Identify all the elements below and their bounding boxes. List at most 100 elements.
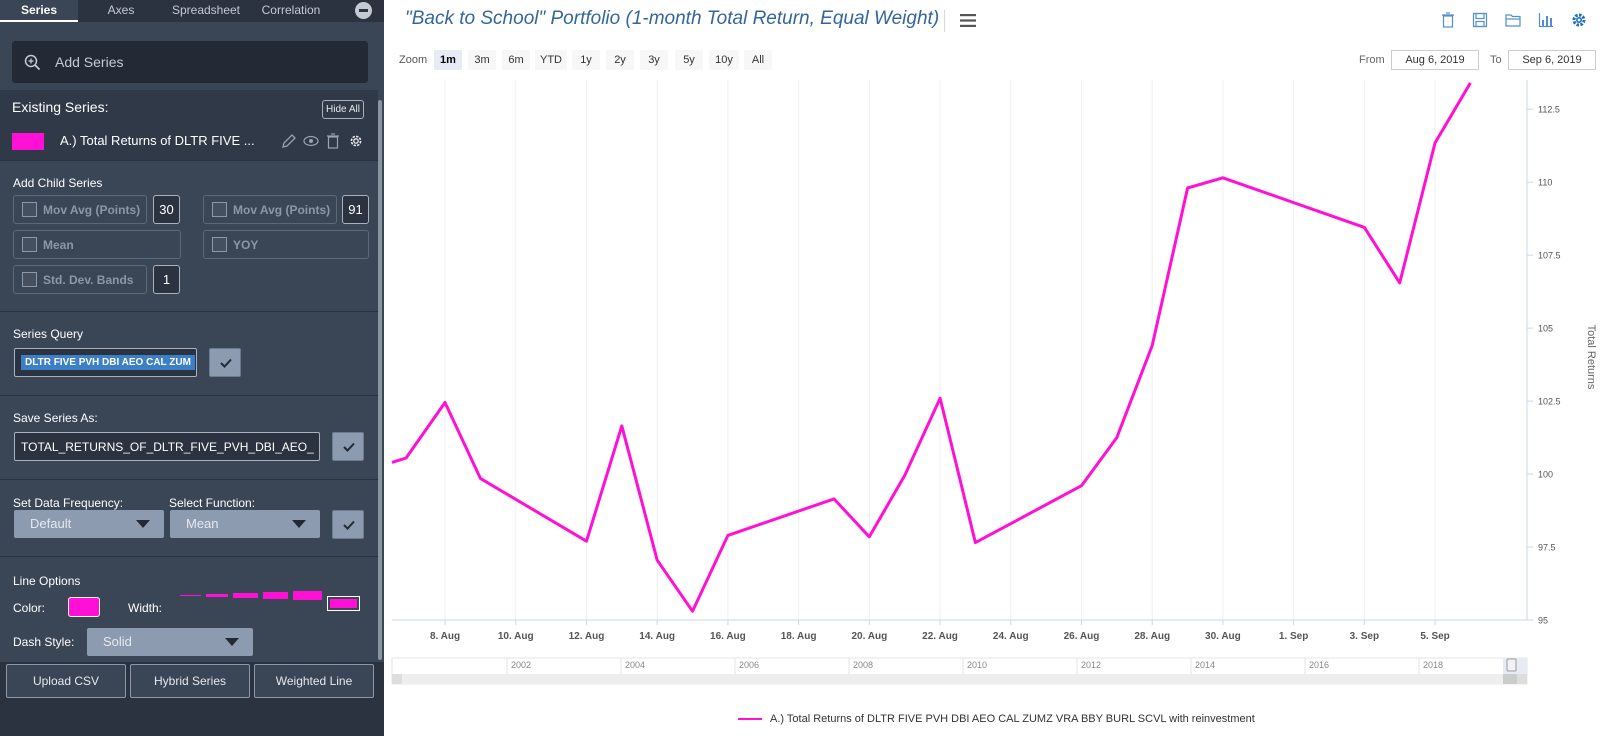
check-icon (220, 358, 232, 368)
line-color-picker[interactable] (68, 597, 100, 617)
from-label: From (1359, 54, 1385, 66)
upload-csv-button[interactable]: Upload CSV (6, 664, 126, 698)
tab-series[interactable]: Series (0, 0, 78, 22)
zoom-10y-button[interactable]: 10y (709, 50, 739, 70)
weighted-line-button[interactable]: Weighted Line (254, 664, 374, 698)
width-option-6-selected[interactable] (327, 596, 360, 611)
chart-title: "Back to School" Portfolio (1-month Tota… (405, 8, 940, 29)
bar-chart-icon[interactable] (1538, 12, 1554, 28)
mov-avg-checkbox-2[interactable]: Mov Avg (Points) (203, 195, 337, 224)
zoom-3m-button[interactable]: 3m (468, 50, 496, 70)
mov-avg-label-2: Mov Avg (Points) (233, 202, 331, 217)
mov-avg-points-1[interactable]: 30 (153, 195, 180, 224)
visibility-eye-icon[interactable] (303, 133, 319, 149)
x-tick-label: 22. Aug (922, 631, 958, 642)
dash-style-label: Dash Style: (13, 635, 75, 649)
function-value: Mean (186, 516, 219, 531)
function-heading: Select Function: (169, 496, 256, 510)
width-option-2[interactable] (206, 589, 228, 602)
delete-trash-icon[interactable] (325, 133, 341, 149)
mov-avg-checkbox-1[interactable]: Mov Avg (Points) (13, 195, 147, 224)
panel-tabs: Series Axes Spreadsheet Correlation (0, 0, 384, 22)
chart-grid (444, 80, 1436, 620)
x-tick-label: 3. Sep (1350, 631, 1379, 642)
std-dev-bands-checkbox[interactable]: Std. Dev. Bands (13, 265, 147, 294)
mov-avg-label-1: Mov Avg (Points) (43, 202, 141, 217)
navigator-label: 2014 (1195, 660, 1215, 670)
add-series-button[interactable]: Add Series (12, 41, 368, 83)
x-tick-label: 10. Aug (498, 631, 534, 642)
check-icon (343, 520, 355, 530)
navigator[interactable]: 2002 2004 2006 2008 2010 2012 2014 2016 2018 (391, 657, 1528, 685)
y-axis-label: Total Returns (1585, 325, 1597, 390)
series-color-swatch[interactable] (12, 133, 44, 150)
series-name[interactable]: A.) Total Returns of DLTR FIVE ... (60, 133, 255, 148)
chart-legend[interactable]: A.) Total Returns of DLTR FIVE PVH DBI A… (738, 713, 1255, 725)
tab-correlation[interactable]: Correlation (261, 3, 321, 17)
function-select[interactable]: Mean (170, 510, 320, 538)
zoom-1y-button[interactable]: 1y (572, 50, 600, 70)
check-icon (343, 442, 355, 452)
mov-avg-points-2[interactable]: 91 (342, 195, 369, 224)
zoom-ytd-button[interactable]: YTD (535, 50, 567, 70)
title-separator (944, 10, 945, 32)
x-tick-label: 24. Aug (993, 631, 1029, 642)
navigator-handle (1506, 658, 1517, 672)
tab-spreadsheet[interactable]: Spreadsheet (171, 3, 241, 17)
gear-icon[interactable] (1571, 12, 1587, 28)
trash-icon[interactable] (1440, 12, 1456, 28)
menu-icon[interactable] (960, 14, 976, 27)
collapse-panel-icon[interactable] (355, 2, 372, 19)
zoom-3y-button[interactable]: 3y (640, 50, 668, 70)
query-submit-button[interactable] (209, 348, 241, 377)
save-series-input[interactable]: TOTAL_RETURNS_OF_DLTR_FIVE_PVH_DBI_AEO_ (14, 432, 320, 461)
panel-scrollbar[interactable] (378, 100, 382, 660)
hide-all-button[interactable]: Hide All (322, 100, 364, 119)
navigator-scrollbar-track (392, 674, 1527, 684)
edit-pencil-icon[interactable] (281, 133, 297, 149)
y-tick-label: 105 (1538, 324, 1553, 334)
y-tick-label: 97.5 (1538, 543, 1556, 553)
std-dev-bands-value[interactable]: 1 (153, 265, 180, 294)
to-date-input[interactable]: Sep 6, 2019 (1508, 50, 1596, 70)
folder-open-icon[interactable] (1505, 12, 1521, 28)
child-series-heading: Add Child Series (13, 176, 103, 190)
frequency-submit-button[interactable] (332, 510, 364, 539)
save-icon[interactable] (1472, 12, 1488, 28)
width-option-3[interactable] (233, 589, 258, 602)
width-label: Width: (128, 601, 163, 615)
yoy-label: YOY (233, 237, 259, 252)
zoom-all-button[interactable]: All (744, 50, 772, 70)
x-axis: 8. Aug 10. Aug 12. Aug 14. Aug 16. Aug 18. Au… (392, 619, 1527, 642)
y-tick-label: 100 (1538, 470, 1553, 480)
line-chart: 8. Aug 10. Aug 12. Aug 14. Aug 16. Aug 18. Au… (391, 80, 1597, 685)
navigator-label: 2016 (1309, 660, 1329, 670)
frequency-select[interactable]: Default (14, 510, 164, 538)
legend-symbol (738, 718, 762, 720)
std-dev-label: Std. Dev. Bands (43, 272, 134, 287)
mean-checkbox[interactable]: Mean (13, 230, 181, 259)
from-date-input[interactable]: Aug 6, 2019 (1391, 50, 1479, 70)
zoom-6m-button[interactable]: 6m (502, 50, 530, 70)
save-submit-button[interactable] (332, 432, 364, 461)
tab-axes[interactable]: Axes (107, 3, 135, 17)
zoom-5y-button[interactable]: 5y (675, 50, 703, 70)
width-option-1[interactable] (180, 589, 201, 602)
series-group (391, 82, 1472, 613)
x-tick-label: 14. Aug (639, 631, 675, 642)
y-tick-label: 102.5 (1538, 397, 1561, 407)
y-axis: 95 97.5 100 102.5 105 107.5 110 112.5 (1526, 80, 1561, 626)
hybrid-series-button[interactable]: Hybrid Series (130, 664, 250, 698)
dash-style-select[interactable]: Solid (87, 628, 253, 656)
series-query-input[interactable]: DLTR FIVE PVH DBI AEO CAL ZUM (14, 348, 197, 377)
x-tick-label: 18. Aug (781, 631, 817, 642)
settings-gear-icon[interactable] (348, 133, 364, 149)
width-option-5[interactable] (293, 589, 322, 602)
yoy-checkbox[interactable]: YOY (203, 230, 369, 259)
zoom-2y-button[interactable]: 2y (606, 50, 634, 70)
zoom-1m-button[interactable]: 1m (434, 50, 462, 70)
zoom-label: Zoom (399, 54, 428, 66)
navigator-label: 2010 (967, 660, 987, 670)
series-line (391, 82, 1472, 613)
width-option-4[interactable] (263, 589, 288, 602)
